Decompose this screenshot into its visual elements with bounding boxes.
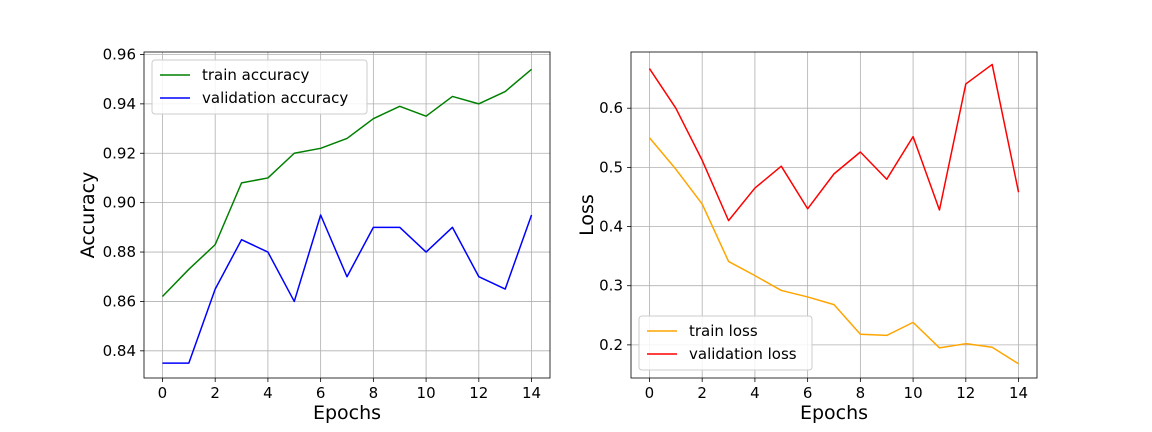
y-axis-label: Loss bbox=[576, 194, 598, 236]
legend: train loss validation loss bbox=[638, 315, 813, 371]
x-tick-label: 6 bbox=[316, 384, 326, 402]
legend-box bbox=[151, 59, 368, 115]
accuracy-chart: 0 2 4 6 8 10 12 14 0.84 0.86 0.88 0.90 0.92 0.94 0.96 E… bbox=[77, 45, 551, 424]
y-tick-label: 0.84 bbox=[103, 342, 136, 360]
legend-box bbox=[638, 315, 813, 371]
series-line-validation-accuracy bbox=[162, 214, 533, 364]
series-line-validation-loss bbox=[648, 63, 1020, 222]
loss-chart: 0 2 4 6 8 10 12 14 0.2 0.3 0.4 0.5 0.6 Epochs Loss trai… bbox=[576, 51, 1038, 424]
x-tick-label: 2 bbox=[697, 384, 707, 402]
y-tick-label: 0.6 bbox=[599, 99, 623, 117]
x-tick-label: 2 bbox=[210, 384, 220, 402]
y-tick-label: 0.86 bbox=[103, 292, 136, 310]
x-tick-label: 8 bbox=[369, 384, 379, 402]
y-axis-label: Accuracy bbox=[77, 172, 99, 259]
y-tick-label: 0.4 bbox=[599, 218, 623, 236]
x-tick-label: 10 bbox=[417, 384, 436, 402]
y-tick-label: 0.3 bbox=[599, 277, 623, 295]
x-tick-label: 4 bbox=[263, 384, 273, 402]
y-tick-label: 0.2 bbox=[599, 336, 623, 354]
x-tick-label: 14 bbox=[522, 384, 541, 402]
y-tick-label: 0.94 bbox=[103, 95, 136, 113]
series-line-train-loss bbox=[648, 137, 1019, 365]
x-tick-label: 4 bbox=[750, 384, 760, 402]
x-tick-label: 14 bbox=[1009, 384, 1028, 402]
y-tick-label: 0.90 bbox=[103, 194, 136, 212]
y-tick-label: 0.88 bbox=[103, 243, 136, 261]
legend-label: validation loss bbox=[689, 345, 797, 363]
series-line-train-accuracy bbox=[161, 68, 533, 298]
x-tick-label: 0 bbox=[645, 384, 655, 402]
y-tick-label: 0.92 bbox=[103, 144, 136, 162]
x-tick-label: 12 bbox=[956, 384, 975, 402]
legend-label: validation accuracy bbox=[202, 89, 348, 107]
x-tick-label: 12 bbox=[469, 384, 488, 402]
x-axis-label: Epochs bbox=[800, 402, 868, 424]
x-axis-label: Epochs bbox=[313, 402, 381, 424]
x-tick-label: 6 bbox=[803, 384, 813, 402]
x-tick-label: 10 bbox=[904, 384, 923, 402]
axes-frame bbox=[630, 51, 1038, 379]
axes-frame bbox=[143, 51, 551, 379]
x-tick-label: 0 bbox=[158, 384, 168, 402]
y-tick-label: 0.5 bbox=[599, 158, 623, 176]
legend-label: train loss bbox=[689, 322, 758, 340]
x-tick-label: 8 bbox=[856, 384, 866, 402]
legend-label: train accuracy bbox=[202, 66, 309, 84]
y-tick-label: 0.96 bbox=[103, 45, 136, 63]
legend: train accuracy validation accuracy bbox=[151, 59, 368, 115]
